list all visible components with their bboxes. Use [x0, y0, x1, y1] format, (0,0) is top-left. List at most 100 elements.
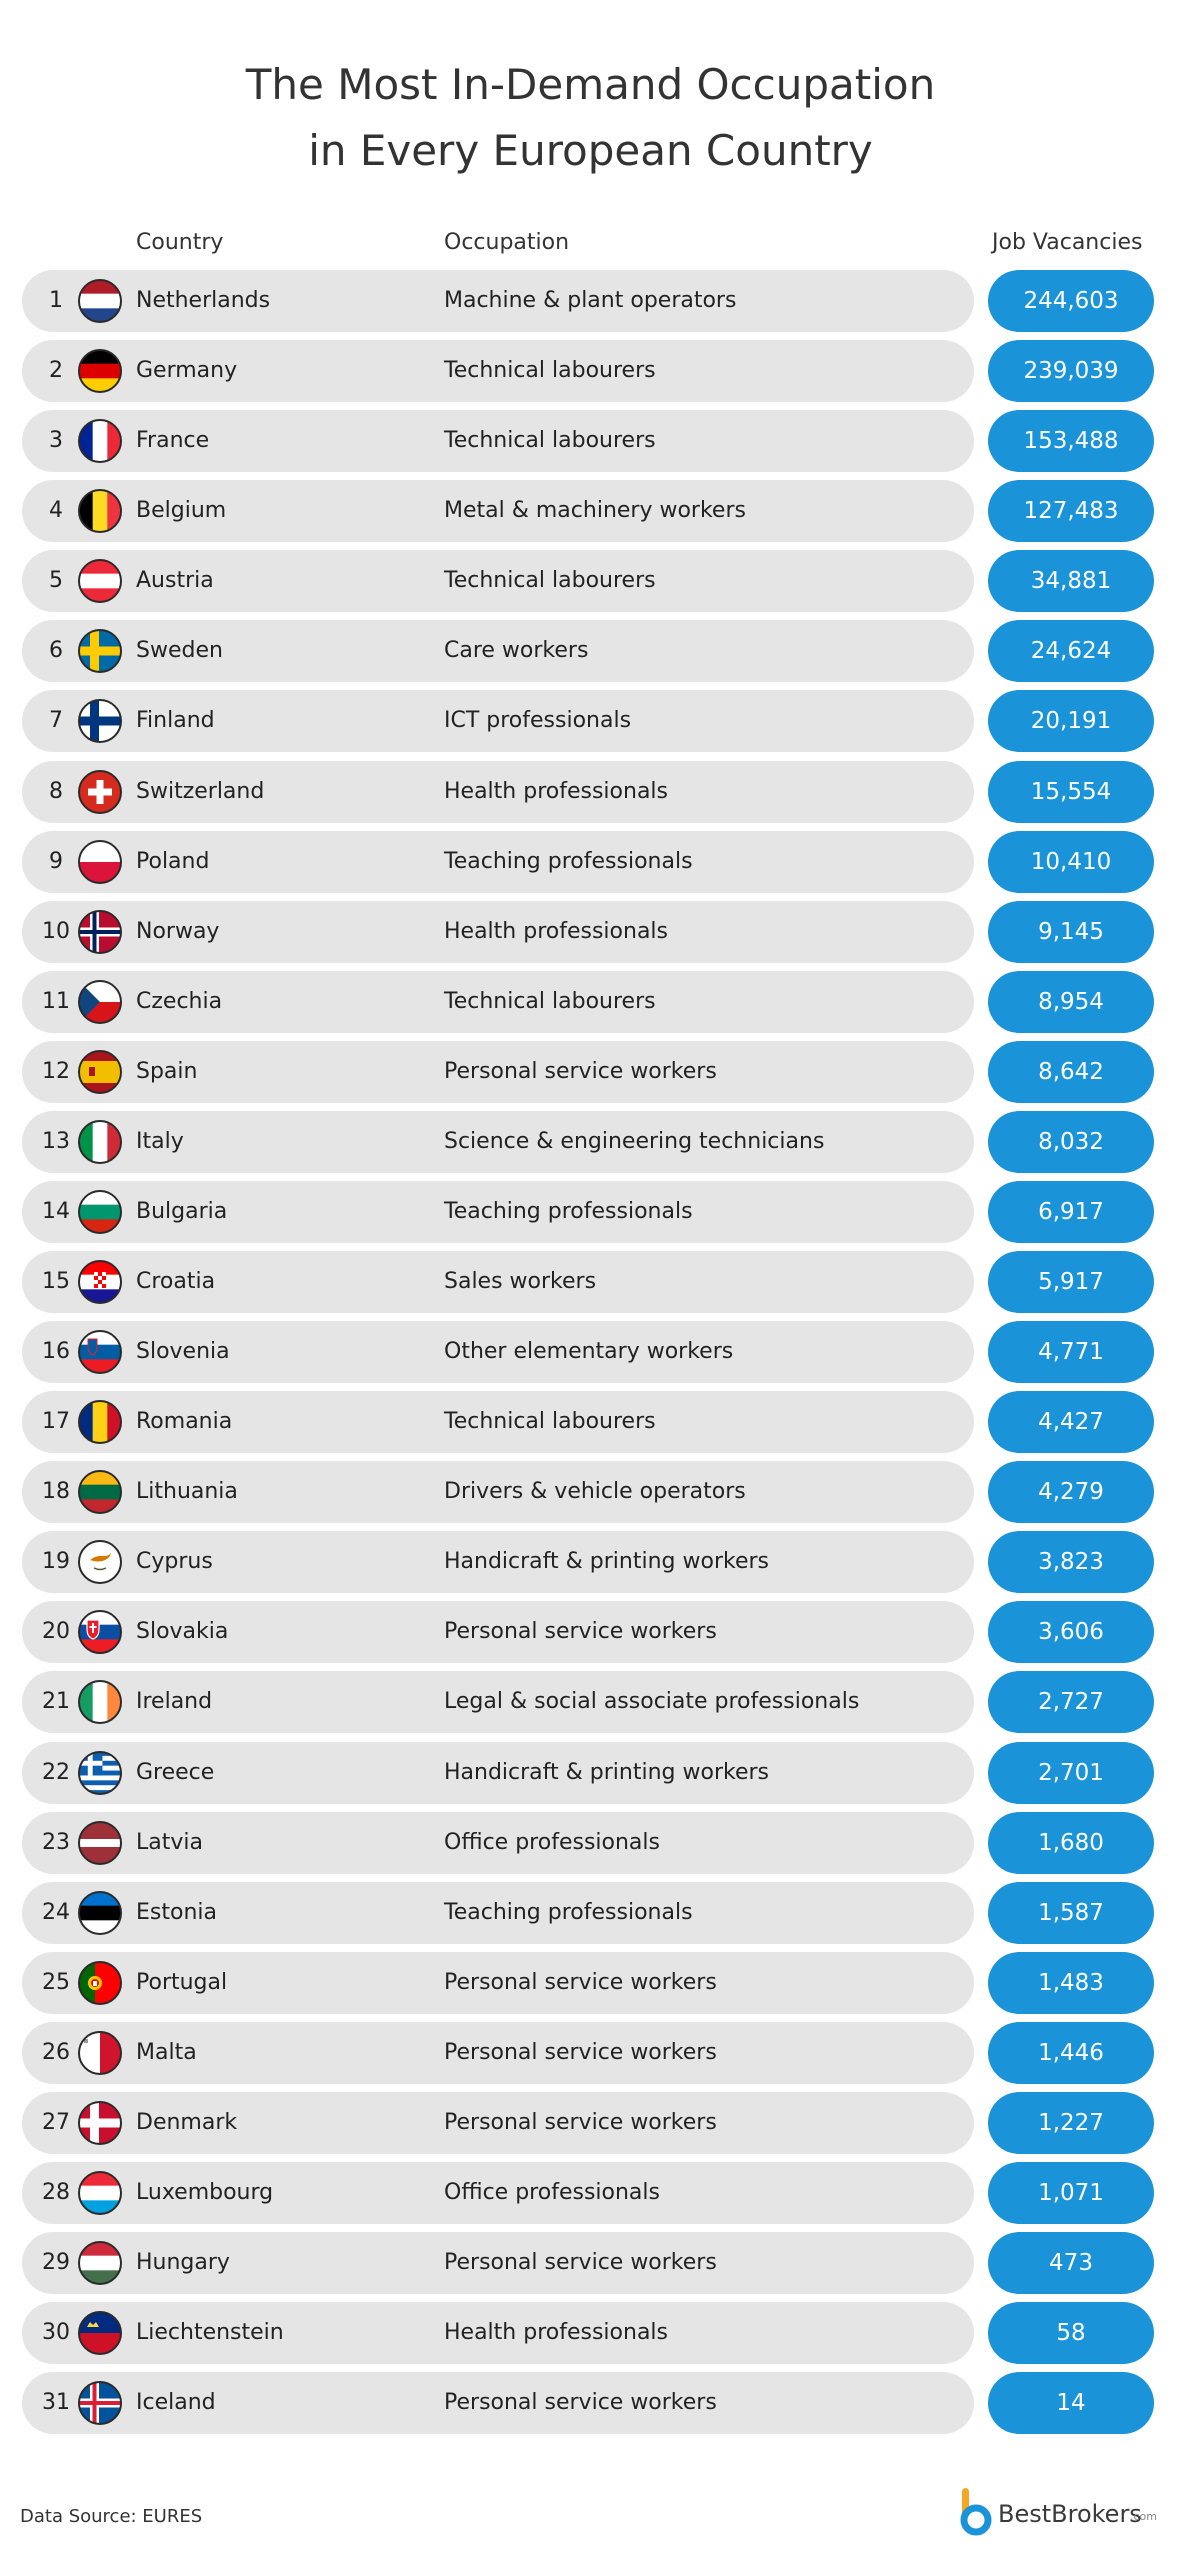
row-background — [22, 900, 974, 963]
table-row: 4 Belgium Metal & machinery workers 127,483 — [0, 480, 1181, 543]
rank-number: 2 — [49, 358, 63, 384]
occupation-name: Office professionals — [444, 2179, 660, 2205]
row-background — [22, 2372, 974, 2435]
table-row: 10 Norway Health professionals 9,145 — [0, 900, 1181, 963]
bestbrokers-logo-icon — [960, 2488, 992, 2536]
row-background — [22, 970, 974, 1033]
spain-flag-icon — [78, 1049, 122, 1094]
job-vacancies-value: 10,410 — [988, 830, 1154, 893]
country-name: Switzerland — [136, 778, 265, 804]
slovakia-flag-icon — [78, 1610, 122, 1655]
job-vacancies-value: 34,881 — [988, 550, 1154, 613]
denmark-flag-icon — [78, 2100, 122, 2145]
table-row: 23 Latvia Office professionals 1,680 — [0, 1811, 1181, 1874]
country-name: Belgium — [136, 498, 227, 524]
job-vacancies-value: 20,191 — [988, 690, 1154, 753]
table-row: 20 Slovakia Personal service workers 3,606 — [0, 1601, 1181, 1664]
job-vacancies-value: 3,823 — [988, 1531, 1154, 1594]
table-row: 15 Croatia Sales workers 5,917 — [0, 1251, 1181, 1313]
estonia-flag-icon — [78, 1890, 122, 1935]
brand-logo: BestBrokers .com — [958, 2488, 1158, 2538]
job-vacancies-value: 58 — [988, 2302, 1154, 2364]
rank-number: 5 — [49, 568, 63, 594]
finland-flag-icon — [78, 699, 122, 744]
occupation-name: Legal & social associate professionals — [444, 1689, 860, 1715]
row-background — [22, 1601, 974, 1664]
job-vacancies-value: 8,032 — [988, 1110, 1154, 1173]
job-vacancies-value: 239,039 — [988, 340, 1154, 403]
column-header-country: Country — [136, 230, 224, 255]
row-background — [22, 1881, 974, 1944]
table-row: 7 Finland ICT professionals 20,191 — [0, 690, 1181, 753]
occupation-name: Personal service workers — [444, 1619, 717, 1645]
job-vacancies-value: 1,071 — [988, 2161, 1154, 2224]
occupation-name: Handicraft & printing workers — [444, 1549, 769, 1575]
job-vacancies-value: 9,145 — [988, 900, 1154, 963]
occupation-name: Technical labourers — [444, 568, 656, 594]
rank-number: 30 — [42, 2320, 70, 2345]
country-name: Italy — [136, 1128, 184, 1154]
ireland-flag-icon — [78, 1680, 122, 1725]
brand-name: BestBrokers — [998, 2500, 1142, 2528]
switzerland-flag-icon — [78, 769, 122, 814]
job-vacancies-value: 1,227 — [988, 2091, 1154, 2154]
data-source-note: Data Source: EURES — [20, 2506, 203, 2527]
row-background — [22, 1811, 974, 1874]
table-row: 31 Iceland Personal service workers 14 — [0, 2372, 1181, 2435]
rank-number: 3 — [49, 428, 63, 454]
table-row: 12 Spain Personal service workers 8,642 — [0, 1040, 1181, 1103]
row-background — [22, 2161, 974, 2224]
occupation-name: Health professionals — [444, 778, 668, 804]
country-name: Cyprus — [136, 1549, 213, 1575]
rank-number: 31 — [42, 2390, 70, 2416]
greece-flag-icon — [78, 1750, 122, 1795]
row-background — [22, 1180, 974, 1243]
country-name: Spain — [136, 1058, 198, 1084]
job-vacancies-value: 473 — [988, 2232, 1154, 2294]
country-name: Austria — [136, 568, 214, 594]
country-name: Luxembourg — [136, 2179, 274, 2205]
rank-number: 15 — [42, 1269, 70, 1294]
luxembourg-flag-icon — [78, 2170, 122, 2215]
occupation-name: Technical labourers — [444, 1409, 656, 1435]
rank-number: 25 — [42, 1969, 70, 1995]
job-vacancies-value: 1,680 — [988, 1811, 1154, 1874]
poland-flag-icon — [78, 839, 122, 884]
country-name: Estonia — [136, 1899, 217, 1925]
brand-suffix: .com — [1130, 2510, 1157, 2523]
rank-number: 4 — [49, 498, 63, 524]
belgium-flag-icon — [78, 489, 122, 534]
column-header-job-vacancies: Job Vacancies — [992, 230, 1143, 255]
bulgaria-flag-icon — [78, 1189, 122, 1234]
occupation-name: Teaching professionals — [444, 1198, 693, 1224]
row-background — [22, 620, 974, 683]
row-background — [22, 480, 974, 543]
table-row: 21 Ireland Legal & social associate profes… — [0, 1671, 1181, 1734]
country-name: Romania — [136, 1409, 233, 1435]
row-background — [22, 270, 974, 332]
occupation-name: Technical labourers — [444, 358, 656, 384]
rank-number: 28 — [42, 2179, 70, 2205]
occupation-name: Machine & plant operators — [444, 288, 737, 313]
job-vacancies-value: 4,771 — [988, 1321, 1154, 1383]
table-row: 29 Hungary Personal service workers 473 — [0, 2232, 1181, 2294]
occupation-name: Personal service workers — [444, 1969, 717, 1995]
hungary-flag-icon — [78, 2241, 122, 2285]
table-row: 5 Austria Technical labourers 34,881 — [0, 550, 1181, 613]
table-row: 1 Netherlands Machine & plant operators 244… — [0, 270, 1181, 332]
rank-number: 13 — [42, 1128, 70, 1154]
rank-number: 8 — [49, 778, 63, 804]
table-row: 17 Romania Technical labourers 4,427 — [0, 1391, 1181, 1454]
country-name: Malta — [136, 2039, 197, 2065]
rank-number: 19 — [42, 1549, 70, 1575]
table-row: 18 Lithuania Drivers & vehicle operators 4,… — [0, 1461, 1181, 1524]
table-row: 16 Slovenia Other elementary workers 4,771 — [0, 1321, 1181, 1383]
occupation-name: Personal service workers — [444, 2250, 717, 2275]
table-row: 9 Poland Teaching professionals 10,410 — [0, 830, 1181, 893]
rank-number: 9 — [49, 848, 63, 874]
row-background — [22, 1531, 974, 1594]
rank-number: 20 — [42, 1619, 70, 1645]
portugal-flag-icon — [78, 1960, 122, 2005]
rank-number: 6 — [49, 638, 63, 664]
country-name: Ireland — [136, 1689, 213, 1715]
